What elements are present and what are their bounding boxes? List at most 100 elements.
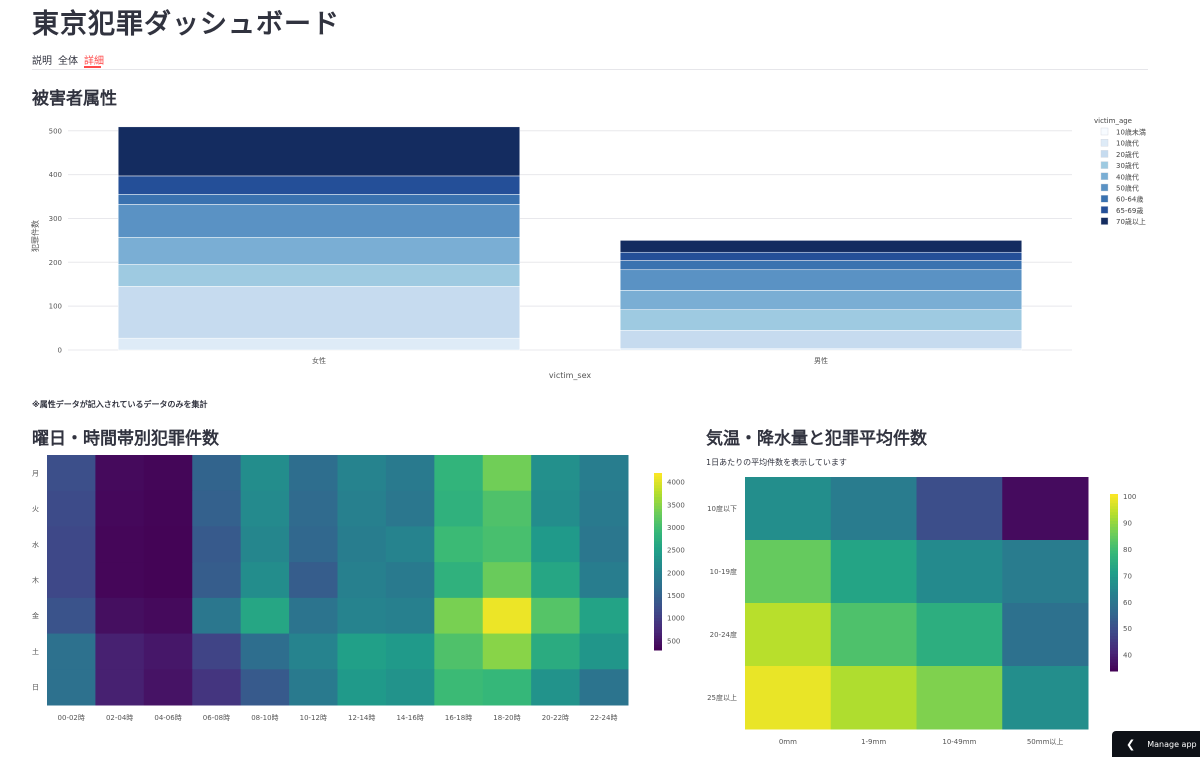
colorbar-segment: [654, 484, 662, 489]
heatmap-cell: [192, 526, 242, 563]
heatmap-cell: [579, 597, 629, 635]
heatmap-cell: [192, 490, 242, 527]
heatmap-cell: [143, 490, 193, 527]
colorbar-segment: [1110, 641, 1118, 645]
colorbar-segment: [654, 599, 662, 604]
colorbar-segment: [654, 638, 662, 642]
heatmap-cell: [531, 669, 581, 706]
manage-app-button[interactable]: ❮ Manage app: [1112, 731, 1200, 757]
legend-label: 30歳代: [1116, 161, 1139, 170]
heatmap-cell: [385, 562, 435, 599]
active-tab-indicator: [84, 66, 101, 68]
colorbar-segment: [654, 478, 662, 483]
colorbar-segment: [1110, 532, 1118, 536]
x-tick-label: 0mm: [779, 738, 797, 746]
colorbar-segment: [654, 526, 662, 530]
heatmap-cell: [47, 562, 96, 599]
heatmap-cell: [240, 562, 290, 599]
heatmap-cell: [385, 455, 435, 492]
heatmap-cell: [579, 526, 629, 563]
bar-segment: [117, 126, 521, 177]
heatmap-cell: [1002, 540, 1089, 604]
heatmap-cell: [47, 669, 96, 706]
x-tick-label: 00-02時: [58, 714, 85, 722]
colorbar-tick-label: 3000: [667, 524, 685, 532]
colorbar-segment: [1110, 594, 1118, 598]
heatmap-cell: [830, 477, 917, 541]
colorbar-segment: [1110, 582, 1118, 586]
tab-description[interactable]: 説明: [32, 56, 52, 67]
colorbar-tick-label: 4000: [667, 479, 685, 487]
bar-segment: [117, 237, 521, 265]
heatmap-cell: [337, 669, 387, 706]
x-tick-label: 14-16時: [396, 714, 423, 722]
colorbar-segment: [654, 576, 662, 580]
colorbar-segment: [1110, 567, 1118, 572]
colorbar-segment: [1110, 600, 1118, 604]
x-axis-title: victim_sex: [549, 371, 591, 380]
heatmap-cell: [337, 455, 387, 492]
heatmap-cell: [289, 455, 338, 492]
tab-detail[interactable]: 詳細: [84, 56, 104, 67]
colorbar-tick-label: 80: [1123, 546, 1132, 554]
heatmap-cell: [289, 490, 338, 527]
colorbar-segment: [1110, 638, 1118, 642]
bar-segment: [619, 260, 1023, 271]
weather-section-heading: 気温・降水量と犯罪平均件数: [706, 429, 927, 449]
y-tick-label: 20-24度: [710, 630, 737, 639]
y-axis-title: 犯罪件数: [30, 220, 40, 252]
heatmap-cell: [385, 669, 435, 706]
colorbar-segment: [1110, 576, 1118, 581]
colorbar-tick-label: 100: [1123, 493, 1136, 501]
y-tick-label: 水: [32, 540, 39, 549]
colorbar-segment: [654, 549, 662, 554]
colorbar-tick-label: 1000: [667, 615, 685, 623]
weather-heatmap[interactable]: 10度以下 10-19度 20-24度 25度以上 0mm 1-9mm 10-49mm 50m…: [690, 460, 1200, 755]
heatmap-cell: [830, 666, 917, 730]
legend-swatch: [1100, 206, 1109, 214]
tab-overall[interactable]: 全体: [58, 56, 78, 67]
heatmap-cell: [192, 633, 242, 670]
colorbar-segment: [654, 593, 662, 598]
victim-bar-chart[interactable]: 0 100 200 300 400 500 女性 男性 victim_sex 犯罪件数 victim…: [0, 108, 1200, 390]
colorbar-segment: [654, 534, 662, 539]
colorbar-segment: [1110, 558, 1118, 563]
colorbar-segment: [1110, 523, 1118, 527]
colorbar-segment: [654, 644, 662, 648]
colorbar-segment: [1110, 668, 1118, 672]
colorbar-segment: [1110, 635, 1118, 640]
colorbar-segment: [1110, 644, 1118, 648]
legend-label: 65-69歳: [1116, 206, 1143, 215]
heatmap-cell: [240, 633, 290, 670]
colorbar-segment: [654, 588, 662, 592]
y-tick-label: 400: [49, 171, 62, 179]
colorbar-segment: [654, 567, 662, 571]
heatmap-cell: [95, 526, 145, 563]
heatmap-cell: [482, 455, 532, 492]
colorbar-tick-label: 2000: [667, 569, 685, 577]
y-tick-label: 25度以上: [707, 693, 737, 702]
colorbar-segment: [654, 611, 662, 616]
victim-section-heading: 被害者属性: [32, 89, 117, 109]
colorbar-tick-label: 90: [1123, 520, 1132, 528]
y-tick-label: 300: [49, 215, 62, 223]
heatmap-cell: [240, 490, 290, 527]
colorbar-segment: [654, 529, 662, 533]
colorbar-segment: [1110, 511, 1118, 516]
colorbar-segment: [654, 558, 662, 562]
colorbar-segment: [1110, 585, 1118, 589]
colorbar-segment: [654, 582, 662, 586]
heatmap-cell: [385, 597, 435, 635]
colorbar-segment: [1110, 544, 1118, 548]
colorbar-segment: [654, 543, 662, 548]
y-tick-label: 0: [58, 347, 62, 355]
bar-segment: [117, 204, 521, 238]
heatmap-cell: [916, 666, 1003, 730]
legend-swatch: [1100, 194, 1109, 203]
colorbar-segment: [654, 605, 662, 610]
colorbar-segment: [654, 475, 662, 480]
colorbar-segment: [654, 520, 662, 524]
colorbar-segment: [654, 573, 662, 577]
legend-swatch: [1100, 172, 1109, 181]
